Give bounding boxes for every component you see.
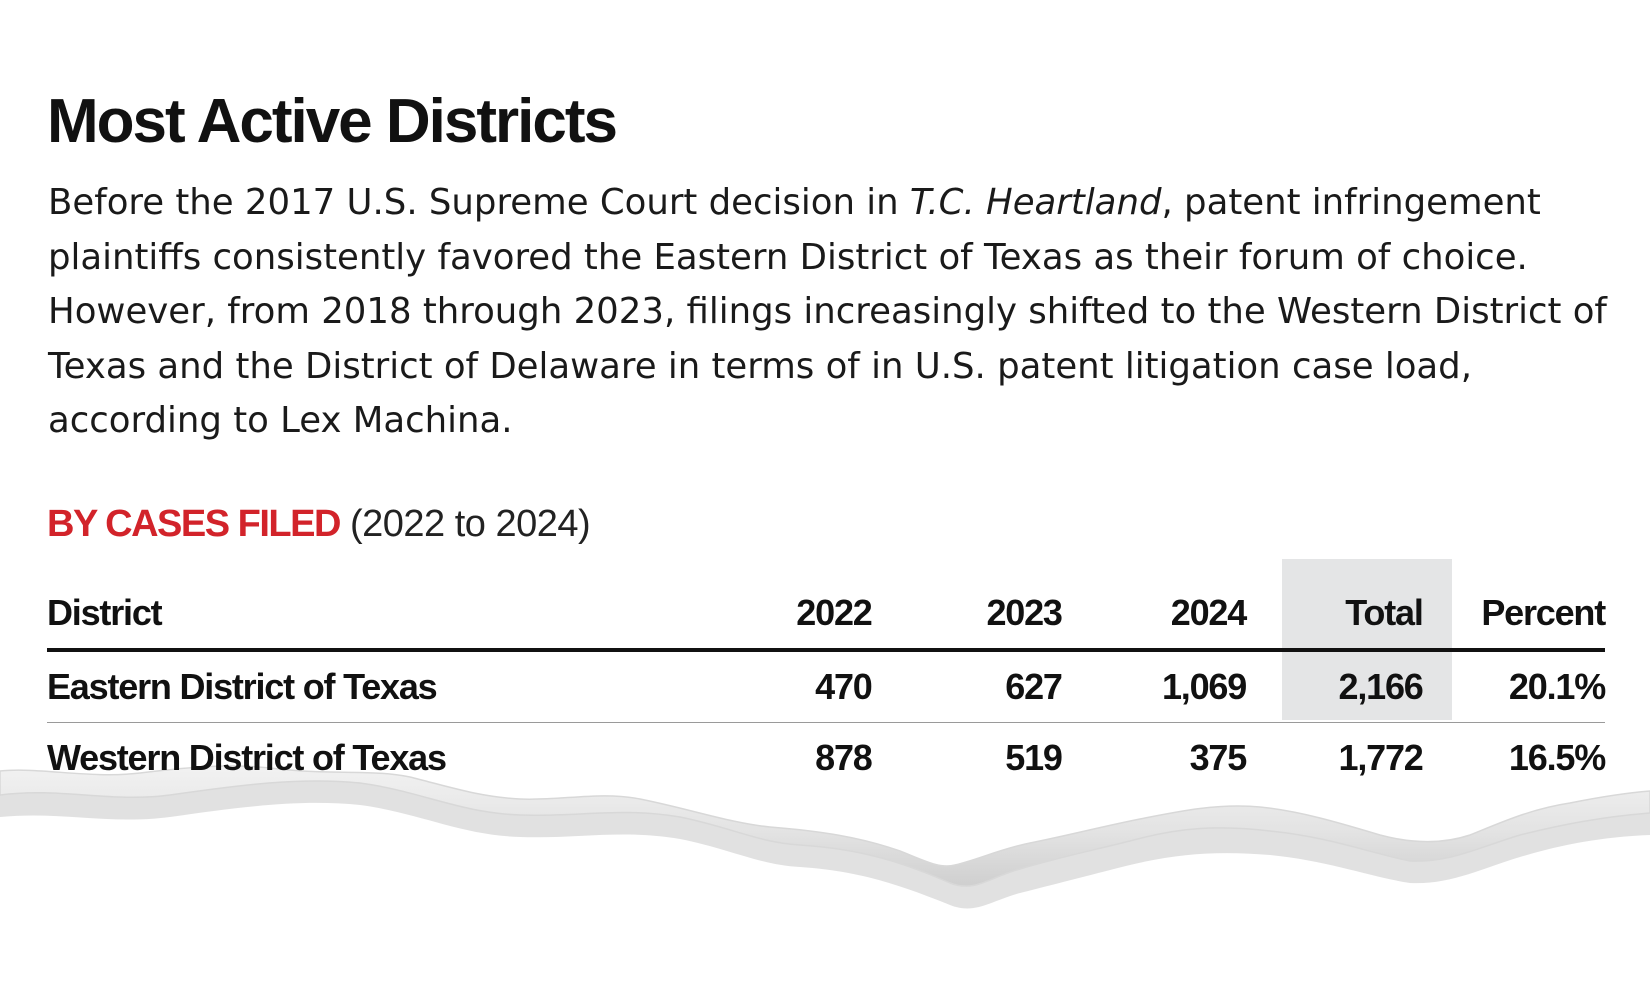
- torn-paper-edge: [0, 765, 1650, 909]
- intro-text-before: Before the 2017 U.S. Supreme Court decis…: [48, 182, 910, 223]
- table-row: Eastern District of Texas 470 627 1,069 …: [47, 652, 1606, 723]
- row-2023: 519: [1005, 737, 1063, 778]
- page-title: Most Active Districts: [47, 87, 618, 156]
- row-2023: 627: [1005, 666, 1063, 707]
- row-district: Eastern District of Texas: [47, 666, 438, 707]
- subhead-lead: BY CASES FILED: [47, 503, 341, 545]
- case-name: T.C. Heartland: [909, 182, 1162, 223]
- total-column-highlight: [1282, 559, 1452, 720]
- header-percent: Percent: [1481, 592, 1606, 633]
- row-district: Western District of Texas: [47, 737, 447, 778]
- row-2022: 878: [815, 737, 873, 778]
- tear-paper: [0, 765, 1650, 887]
- table-header-row: District 2022 2023 2024 Total Percent: [47, 578, 1606, 652]
- row-total: 1,772: [1338, 737, 1424, 778]
- table-subhead: BY CASES FILED (2022 to 2024): [47, 500, 591, 548]
- header-2023: 2023: [986, 592, 1062, 633]
- header-2022: 2022: [796, 592, 872, 633]
- subhead-range: (2022 to 2024): [349, 503, 591, 545]
- tear-shadow: [0, 780, 1650, 909]
- header-2024: 2024: [1170, 592, 1247, 633]
- row-percent: 16.5%: [1508, 737, 1606, 778]
- header-district: District: [47, 592, 163, 633]
- row-total: 2,166: [1338, 666, 1424, 707]
- header-total: Total: [1345, 592, 1424, 633]
- row-2024: 375: [1189, 737, 1248, 778]
- row-2022: 470: [815, 666, 873, 707]
- districts-table: District 2022 2023 2024 Total Percent Ea…: [47, 559, 1606, 794]
- intro-text-after: , patent infringement plaintiffs consist…: [48, 182, 1607, 441]
- row-percent: 20.1%: [1508, 666, 1606, 707]
- row-2024: 1,069: [1161, 666, 1247, 707]
- intro-paragraph: Before the 2017 U.S. Supreme Court decis…: [48, 176, 1608, 449]
